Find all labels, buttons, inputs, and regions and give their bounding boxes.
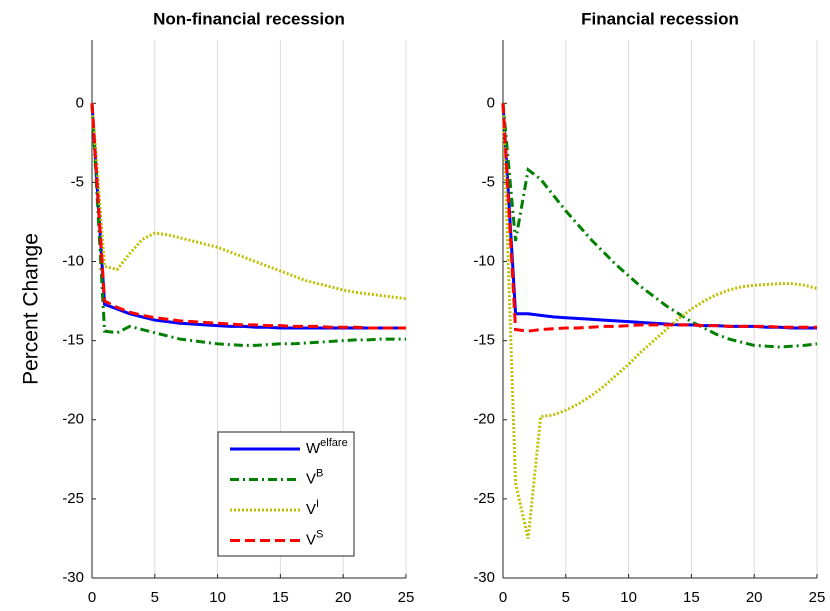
x-tick-label: 15 bbox=[683, 589, 700, 606]
legend-label: VS bbox=[306, 528, 323, 548]
y-axis-label: Percent Change bbox=[20, 233, 43, 385]
y-tick-label: -20 bbox=[62, 411, 84, 428]
line-series bbox=[501, 103, 818, 349]
x-tick-label: 20 bbox=[746, 589, 763, 606]
x-tick-label: 0 bbox=[88, 589, 96, 606]
y-tick-label: -10 bbox=[473, 252, 495, 269]
line-series bbox=[90, 103, 406, 347]
y-tick-label: -15 bbox=[473, 332, 495, 349]
y-tick-label: -25 bbox=[473, 490, 495, 507]
line-series bbox=[90, 103, 407, 301]
line-series bbox=[501, 103, 818, 539]
y-tick-label: -5 bbox=[71, 173, 84, 190]
x-tick-label: 25 bbox=[809, 589, 826, 606]
line-series bbox=[501, 103, 817, 330]
y-tick-label: -10 bbox=[62, 252, 84, 269]
x-tick-label: 15 bbox=[272, 589, 289, 606]
y-tick-label: -30 bbox=[473, 569, 495, 586]
x-tick-label: 10 bbox=[209, 589, 226, 606]
line-series bbox=[501, 103, 817, 333]
legend-label: VI bbox=[306, 498, 319, 518]
y-tick-label: 0 bbox=[76, 94, 84, 111]
y-tick-label: -5 bbox=[482, 173, 495, 190]
x-tick-label: 0 bbox=[499, 589, 507, 606]
chart-title: Non-financial recession bbox=[153, 9, 345, 28]
x-tick-label: 5 bbox=[151, 589, 159, 606]
chart-title: Financial recession bbox=[581, 9, 739, 28]
x-tick-label: 20 bbox=[335, 589, 352, 606]
legend: Welfare VB VI VS bbox=[217, 431, 355, 557]
x-tick-label: 5 bbox=[562, 589, 570, 606]
line-series bbox=[90, 103, 406, 330]
line-series bbox=[90, 103, 406, 330]
x-tick-label: 10 bbox=[620, 589, 637, 606]
y-tick-label: 0 bbox=[487, 94, 495, 111]
y-tick-label: -15 bbox=[62, 332, 84, 349]
y-tick-label: -30 bbox=[62, 569, 84, 586]
y-tick-label: -20 bbox=[473, 411, 495, 428]
x-tick-label: 25 bbox=[398, 589, 415, 606]
y-tick-label: -25 bbox=[62, 490, 84, 507]
legend-box bbox=[217, 431, 355, 557]
legend-label: Welfare bbox=[306, 437, 348, 457]
legend-label: VB bbox=[306, 467, 323, 487]
